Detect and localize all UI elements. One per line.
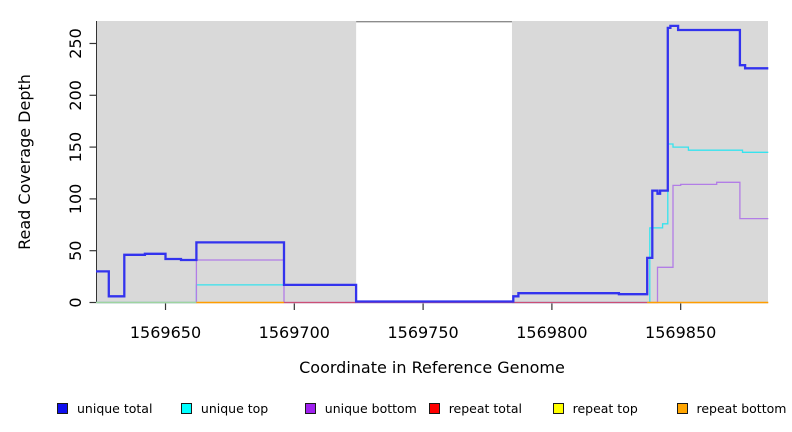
legend-label: repeat total [448,400,522,416]
x-axis-ticks: 1569650 1569700 1569750 1569800 1569850 [130,303,716,342]
legend: unique total unique top unique bottom repea… [0,399,792,421]
x-axis-title: Coordinate in Reference Genome [299,358,565,377]
legend-item-unique-top: unique top [180,399,269,417]
y-tick-label: 0 [66,297,85,307]
x-tick-label: 1569700 [259,323,330,342]
masked-region [356,21,512,304]
legend-label: unique top [200,400,269,416]
legend-label: repeat bottom [696,400,787,416]
legend-swatch-repeat-top [552,402,564,414]
legend-item-unique-total: unique total [57,399,152,417]
y-tick-label: 200 [66,80,85,111]
legend-item-unique-bottom: unique bottom [304,399,417,417]
legend-swatch-unique-bottom [304,402,316,414]
legend-swatch-repeat-bottom [676,402,688,414]
x-tick-label: 1569650 [130,323,201,342]
y-tick-label: 100 [66,184,85,215]
x-tick-label: 1569800 [516,323,587,342]
y-axis-ticks: 0 50 100 150 200 250 [66,28,96,308]
legend-item-repeat-total: repeat total [428,399,522,417]
legend-label: unique total [77,400,153,416]
y-tick-label: 150 [66,132,85,163]
legend-swatch-unique-top [180,402,192,414]
legend-item-repeat-bottom: repeat bottom [676,399,787,417]
legend-swatch-repeat-total [428,402,440,414]
y-axis-title: Read Coverage Depth [15,74,34,250]
series-line-unique-total [96,24,769,303]
legend-label: repeat top [572,400,638,416]
series-line-unique-bottom [96,181,769,304]
y-tick-label: 50 [66,241,85,261]
legend-swatch-unique-total [57,402,68,414]
legend-item-repeat-top: repeat top [552,399,638,417]
y-tick-label: 250 [66,28,85,59]
series-lines [96,24,769,304]
legend-label: unique bottom [324,400,417,416]
x-tick-label: 1569750 [387,323,458,342]
x-tick-label: 1569850 [645,323,716,342]
